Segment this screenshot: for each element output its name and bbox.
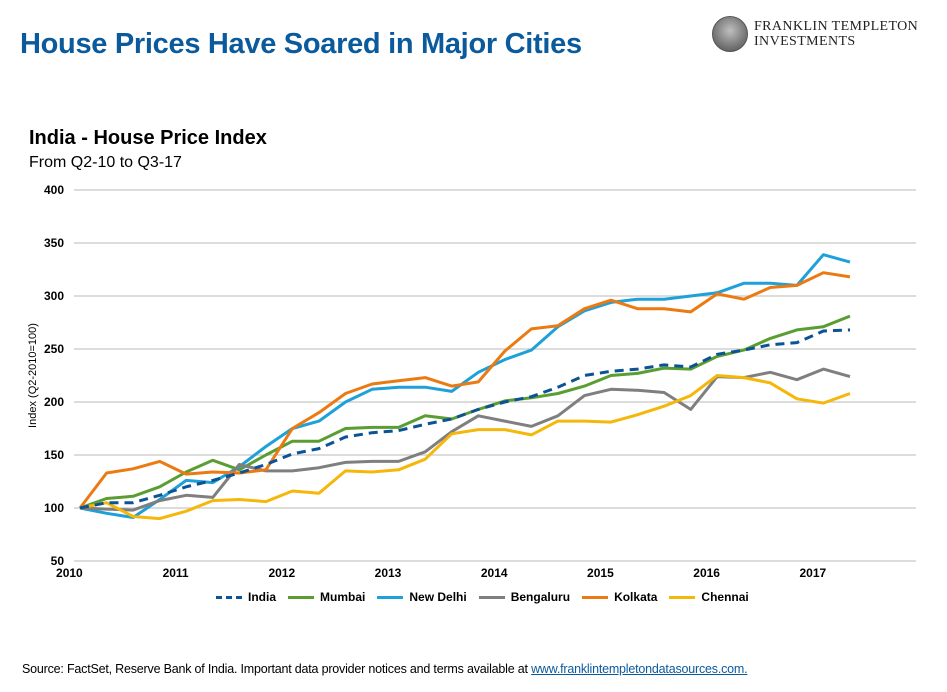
data-sources-link[interactable]: www.franklintempletondatasources.com. (531, 662, 748, 676)
legend-label: India (248, 590, 277, 604)
series-lines (78, 253, 851, 521)
logo-text: FRANKLIN TEMPLETON INVESTMENTS (754, 19, 918, 49)
benjamin-franklin-portrait-icon (712, 16, 748, 52)
legend-label: New Delhi (409, 590, 467, 604)
x-tick-label: 2014 (481, 566, 508, 580)
series-line-india (79, 328, 851, 510)
y-tick-label: 400 (44, 183, 64, 197)
legend-swatch (582, 595, 609, 599)
series-line-new-delhi (79, 253, 851, 519)
y-tick-label: 350 (44, 236, 64, 250)
y-tick-label: 200 (44, 395, 64, 409)
series-line-mumbai (79, 314, 851, 510)
y-tick-label: 50 (51, 554, 65, 568)
chart-legend: India Mumbai New Delhi Bengaluru Kolkata Chen… (216, 590, 761, 604)
x-tick-label: 2013 (375, 566, 402, 580)
source-footnote: Source: FactSet, Reserve Bank of India. … (22, 662, 748, 676)
series-line-bengaluru (79, 367, 851, 512)
y-tick-label: 150 (44, 448, 64, 462)
legend-item-new-delhi: New Delhi (377, 590, 467, 604)
y-axis-ticks: 50 100 150 200 250 300 350 400 (44, 183, 64, 568)
legend-item-india: India (216, 590, 276, 604)
legend-swatch (377, 595, 404, 599)
legend-item-bengaluru: Bengaluru (478, 590, 571, 604)
series-line-kolkata (78, 271, 851, 509)
chart-subtitle: From Q2-10 to Q3-17 (29, 154, 182, 171)
x-tick-label: 2016 (693, 566, 720, 580)
legend-label: Chennai (701, 590, 749, 604)
x-tick-label: 2011 (163, 566, 189, 580)
legend-swatch (216, 595, 242, 599)
legend-label: Mumbai (320, 590, 366, 604)
legend-swatch (669, 595, 696, 599)
legend-label: Bengaluru (510, 590, 571, 604)
legend-swatch (478, 595, 505, 599)
y-tick-label: 250 (44, 342, 64, 356)
y-tick-label: 100 (44, 501, 64, 515)
chart-title: India - House Price Index (29, 127, 267, 149)
x-tick-label: 2012 (268, 566, 295, 580)
franklin-templeton-logo: FRANKLIN TEMPLETON INVESTMENTS (712, 16, 918, 52)
gridlines (74, 189, 916, 562)
page-title: House Prices Have Soared in Major Cities (20, 28, 582, 60)
y-tick-label: 300 (44, 289, 64, 303)
legend-item-kolkata: Kolkata (582, 590, 657, 604)
x-tick-label: 2017 (799, 566, 826, 580)
x-tick-label: 2015 (587, 566, 614, 580)
x-axis-ticks: 2010 2011 2012 2013 2014 2015 2016 2017 (56, 566, 826, 580)
legend-item-chennai: Chennai (669, 590, 749, 604)
legend-label: Kolkata (614, 590, 658, 604)
legend-item-mumbai: Mumbai (288, 590, 365, 604)
legend-swatch (288, 595, 315, 599)
source-text: Source: FactSet, Reserve Bank of India. … (22, 662, 532, 676)
line-chart: 50 100 150 200 250 300 350 400 2010 2011 2012 2013… (27, 183, 916, 580)
x-tick-label: 2010 (56, 566, 83, 580)
series-line-chennai (79, 374, 851, 521)
logo-line-1: FRANKLIN TEMPLETON (754, 19, 919, 34)
logo-line-2: INVESTMENTS (754, 34, 856, 49)
y-axis-title: Index (Q2-2010=100) (27, 323, 39, 428)
